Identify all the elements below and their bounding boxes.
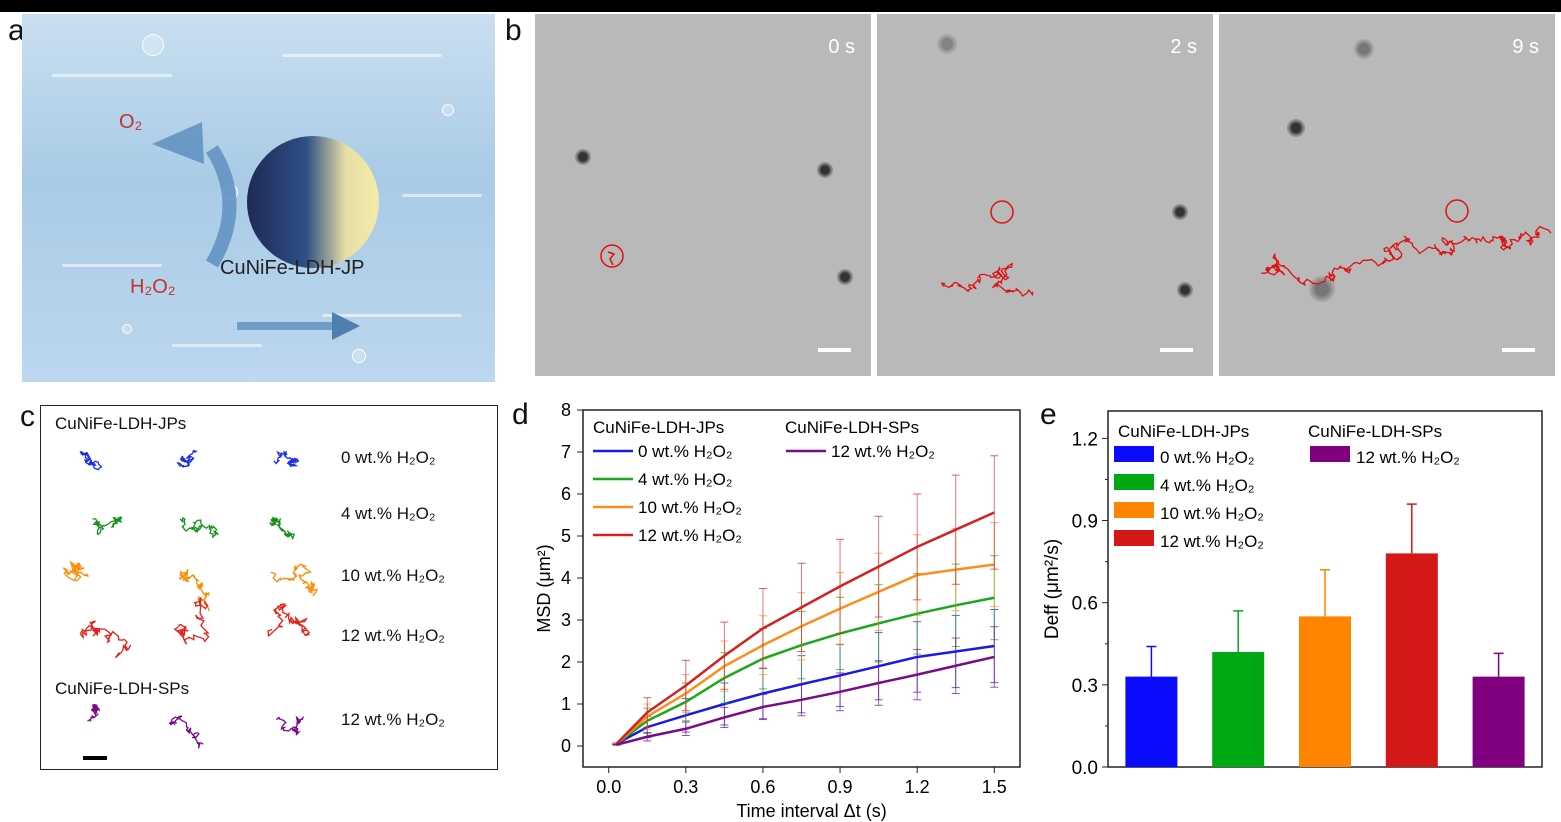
scale-bar [818, 348, 851, 352]
legend-label: 12 wt.% H₂O₂ [831, 442, 935, 461]
legend-swatch [1114, 474, 1154, 490]
panel-label-e: e [1040, 398, 1057, 431]
micrograph-frame-2s: 2 s [877, 14, 1213, 376]
y-tick-label: 6 [561, 484, 571, 504]
row-label: 12 wt.% H₂O₂ [341, 710, 445, 729]
legend-label: 0 wt.% H₂O₂ [638, 442, 732, 461]
legend-label: 10 wt.% H₂O₂ [1160, 504, 1264, 523]
legend-swatch [1114, 530, 1154, 546]
bar [1212, 651, 1265, 767]
row-label: 12 wt.% H₂O₂ [341, 626, 445, 645]
bar [1125, 676, 1178, 767]
panel-a-illustration: O₂ H₂O₂ CuNiFe-LDH-JP [22, 14, 495, 382]
bar [1299, 616, 1351, 767]
y-tick-label: 3 [561, 610, 571, 630]
bar [1385, 553, 1438, 767]
scale-bar [1502, 348, 1535, 352]
trajectory-line [179, 517, 219, 539]
group-label-jps: CuNiFe-LDH-JPs [55, 414, 187, 433]
y-tick-label: 2 [561, 652, 571, 672]
legend-group-title: CuNiFe-LDH-SPs [1308, 422, 1442, 441]
trajectory-line [79, 450, 103, 471]
trajectory-line [92, 515, 123, 535]
y-tick-label: 1.2 [1072, 429, 1098, 450]
row-label: 4 wt.% H₂O₂ [341, 504, 436, 523]
trajectory-line [270, 563, 318, 597]
panel-label-a: a [8, 14, 25, 47]
y-axis-label: MSD (μm²) [534, 544, 554, 632]
trajectory-line [173, 597, 210, 645]
group-label-sps: CuNiFe-LDH-SPs [55, 679, 190, 698]
x-tick-label: 0.6 [750, 777, 775, 797]
panel-label-d: d [512, 398, 529, 431]
y-axis-label: Deff (μm²/s) [1042, 539, 1063, 639]
legend-label: 4 wt.% H₂O₂ [1160, 476, 1254, 495]
row-label: 10 wt.% H₂O₂ [341, 566, 445, 585]
legend-label: 4 wt.% H₂O₂ [638, 470, 732, 489]
legend-swatch [1310, 446, 1350, 462]
trajectory-line [940, 262, 1034, 297]
panel-label-b: b [505, 14, 522, 47]
trajectory-line [273, 450, 300, 468]
y-tick-label: 0.9 [1072, 512, 1098, 533]
micrograph-frame-9s: 9 s [1219, 14, 1555, 376]
series-line [615, 511, 995, 745]
janus-particle [247, 136, 379, 268]
panel-label-c: c [20, 400, 35, 433]
row-label: 0 wt.% H₂O₂ [341, 448, 436, 467]
scale-bar [1160, 348, 1193, 352]
x-axis-label: Time interval Δt (s) [736, 801, 886, 821]
x-tick-label: 0.9 [828, 777, 853, 797]
y-tick-label: 8 [561, 400, 571, 420]
y-tick-label: 0.0 [1072, 758, 1098, 779]
x-tick-label: 0.3 [673, 777, 698, 797]
legend-group-title: CuNiFe-LDH-SPs [785, 418, 919, 437]
trajectory-line [178, 568, 210, 612]
legend-label: 10 wt.% H₂O₂ [638, 498, 742, 517]
h2o2-label: H₂O₂ [130, 276, 176, 298]
trajectory-line [87, 703, 101, 722]
legend-label: 12 wt.% H₂O₂ [1356, 448, 1460, 467]
y-tick-label: 0 [561, 736, 571, 756]
frame-time: 9 s [1512, 36, 1539, 58]
y-tick-label: 0.3 [1072, 676, 1098, 697]
panel-c-trajectories: CuNiFe-LDH-JPs CuNiFe-LDH-SPs 0 wt.% H₂O… [40, 405, 498, 770]
msd-chart: 0.0 0.3 0.6 0.9 1.2 1.5 0 1 2 3 4 5 6 7 8 Time interval… [534, 400, 1021, 821]
scale-bar [83, 756, 107, 760]
trajectory-line [276, 715, 304, 736]
particle-label: CuNiFe-LDH-JP [220, 257, 365, 279]
plot-frame [582, 409, 1021, 768]
frame-time: 2 s [1170, 36, 1197, 58]
legend-label: 12 wt.% H₂O₂ [638, 526, 742, 545]
series-line [616, 655, 995, 746]
deff-bar-chart: 0.0 0.3 0.6 0.9 1.2 Deff (μm²/s) CuNiFe-LDH-JP… [1042, 410, 1543, 779]
arrows-icon [152, 122, 360, 340]
legend-label: 0 wt.% H₂O₂ [1160, 448, 1254, 467]
trajectory-line [168, 715, 204, 749]
x-tick-label: 1.5 [982, 777, 1007, 797]
trajectory-line [267, 603, 311, 638]
trajectory-line [176, 449, 198, 468]
y-tick-label: 4 [561, 568, 571, 588]
legend-group-title: CuNiFe-LDH-JPs [1118, 422, 1249, 441]
trajectory-line [62, 560, 89, 582]
trajectory-line [1261, 225, 1552, 286]
legend-group-title: CuNiFe-LDH-JPs [593, 418, 724, 437]
micrograph-frame-0s: 0 s [535, 14, 871, 376]
bar [1472, 676, 1525, 767]
y-tick-label: 7 [561, 442, 571, 462]
trajectory-line [268, 516, 295, 540]
legend-swatch [1114, 446, 1154, 462]
frame-time: 0 s [828, 36, 855, 58]
x-tick-label: 1.2 [905, 777, 930, 797]
trajectory-line [79, 620, 132, 659]
y-tick-label: 0.6 [1072, 594, 1098, 615]
top-border [0, 0, 1561, 12]
y-tick-label: 1 [561, 694, 571, 714]
y-tick-label: 5 [561, 526, 571, 546]
x-tick-label: 0.0 [596, 777, 621, 797]
legend-swatch [1114, 502, 1154, 518]
o2-label: O₂ [119, 111, 143, 133]
legend-label: 12 wt.% H₂O₂ [1160, 532, 1264, 551]
